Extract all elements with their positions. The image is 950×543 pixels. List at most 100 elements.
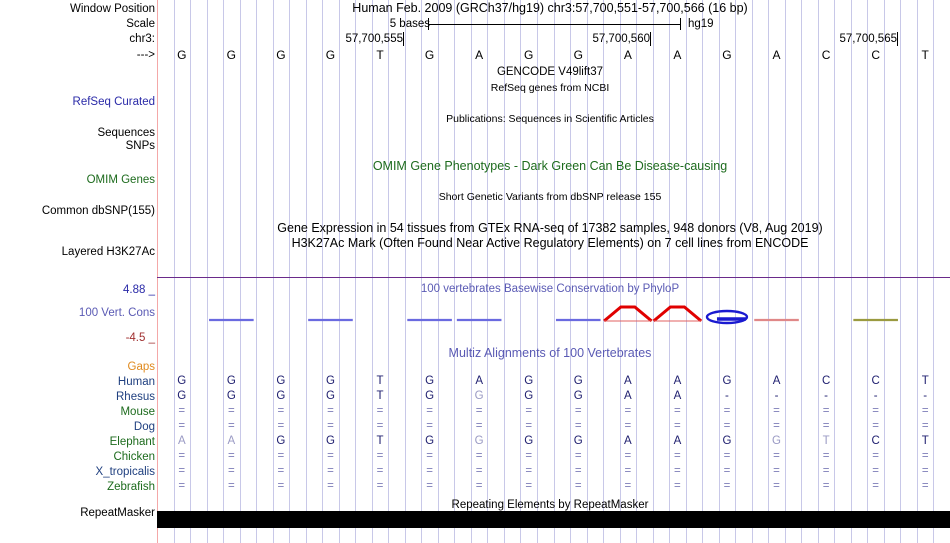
alignment-gap-cell: = [574, 480, 582, 492]
alignment-base: G [325, 375, 335, 387]
alignment-base: G [425, 390, 435, 402]
alignment-gap-cell: = [227, 465, 235, 477]
alignment-base: C [871, 375, 880, 387]
species-label-x_tropicalis[interactable]: X_tropicalis [95, 466, 155, 478]
alignment-gap-cell: = [574, 420, 582, 432]
species-label-elephant[interactable]: Elephant [109, 436, 155, 448]
alignment-gap-cell: = [624, 480, 632, 492]
species-label-zebrafish[interactable]: Zebrafish [107, 481, 155, 493]
alignment-gap-cell: = [674, 480, 681, 492]
sequence-base: T [921, 48, 929, 62]
label-100-vert-cons[interactable]: 100 Vert. Cons [78, 307, 155, 319]
alignment-base: T [376, 390, 384, 402]
alignment-base: A [772, 375, 781, 387]
alignment-gap-cell: = [277, 480, 285, 492]
alignment-base: A [475, 375, 483, 387]
ruler-coordinate: 57,700,565 [839, 33, 897, 45]
alignment-gap-cell: = [178, 480, 186, 492]
alignment-gap-cell: = [773, 405, 780, 417]
repeatmasker-bar[interactable] [157, 511, 950, 528]
scale-bar-label: 5 bases [389, 18, 430, 30]
label-repeatmasker[interactable]: RepeatMasker [80, 507, 155, 519]
alignment-base: G [772, 435, 781, 447]
alignment-gap-cell: = [525, 405, 533, 417]
alignment-gap-cell: = [376, 420, 384, 432]
alignment-base: G [722, 375, 732, 387]
scale-bar-line [428, 24, 681, 25]
sequence-base: A [772, 48, 781, 62]
alignment-gap-cell: = [525, 465, 533, 477]
alignment-base: T [376, 435, 384, 447]
species-label-mouse[interactable]: Mouse [120, 406, 155, 418]
alignment-gap-cell: = [525, 420, 533, 432]
track-title-publications: Publications: Sequences in Scientific Ar… [446, 113, 654, 125]
alignment-gap-cell: = [475, 420, 483, 432]
sequence-base: G [524, 48, 534, 62]
alignment-gap-cell: = [872, 465, 880, 477]
alignment-base: G [425, 375, 435, 387]
alignment-gap-cell: = [773, 480, 780, 492]
species-label-rhesus[interactable]: Rhesus [116, 391, 155, 403]
alignment-gap-cell: = [872, 480, 880, 492]
species-label-dog[interactable]: Dog [133, 421, 155, 433]
alignment-gap-cell: = [376, 405, 384, 417]
species-label-human[interactable]: Human [117, 376, 155, 388]
alignment-gap-cell: = [723, 420, 731, 432]
alignment-base: G [524, 375, 534, 387]
alignment-base: A [227, 435, 236, 447]
alignment-gap-cell: = [178, 420, 186, 432]
alignment-gap-cell: = [822, 465, 830, 477]
alignment-base: C [821, 375, 831, 387]
alignment-base: T [822, 435, 830, 447]
alignment-gap-cell: = [624, 450, 632, 462]
alignment-gap-cell: = [277, 420, 285, 432]
alignment-base: A [624, 435, 632, 447]
window-position-title: Human Feb. 2009 (GRCh37/hg19) chr3:57,70… [352, 1, 748, 15]
alignment-gap-cell: = [822, 420, 830, 432]
alignment-gap-cell: = [872, 450, 880, 462]
conservation-divider [157, 277, 950, 278]
label-snps[interactable]: SNPs [125, 140, 155, 152]
ruler-coordinate: 57,700,555 [345, 33, 403, 45]
alignment-base: - [725, 390, 729, 402]
label-layered-h3k27ac[interactable]: Layered H3K27Ac [61, 246, 155, 258]
sequence-base: G [226, 48, 237, 62]
label-refseq-curated[interactable]: RefSeq Curated [72, 96, 155, 108]
alignment-base: G [474, 435, 484, 447]
label-sequences[interactable]: Sequences [97, 127, 155, 139]
alignment-gap-cell: = [822, 450, 830, 462]
alignment-base: G [226, 375, 236, 387]
alignment-gap-cell: = [525, 450, 533, 462]
alignment-base: G [573, 375, 583, 387]
alignment-gap-cell: = [376, 450, 384, 462]
label-omim-genes[interactable]: OMIM Genes [86, 174, 155, 186]
conservation-ellipse [705, 309, 749, 325]
alignment-base: A [624, 375, 632, 387]
alignment-gap-cell: = [723, 405, 731, 417]
alignment-gap-cell: = [426, 465, 433, 477]
alignment-gap-cell: = [475, 480, 483, 492]
conservation-peak [603, 305, 653, 323]
label-gaps: Gaps [127, 361, 156, 373]
sequence-base: C [821, 48, 831, 62]
alignment-gap-cell: = [574, 450, 582, 462]
alignment-gap-cell: = [426, 405, 433, 417]
label-chrom: chr3: [129, 33, 155, 45]
track-title-h3k27ac: H3K27Ac Mark (Often Found Near Active Re… [291, 236, 809, 250]
alignment-gap-cell: = [723, 480, 731, 492]
species-label-chicken[interactable]: Chicken [113, 451, 155, 463]
ruler-coordinate: 57,700,560 [592, 33, 650, 45]
alignment-gap-cell: = [475, 465, 483, 477]
scale-bar-tick-right [680, 18, 681, 30]
label-window-position: Window Position [69, 3, 155, 15]
sequence-base: G [722, 48, 732, 62]
label-strand: ---> [136, 49, 155, 61]
alignment-gap-cell: = [921, 405, 929, 417]
alignment-gap-cell: = [723, 465, 731, 477]
label-common-dbsnp[interactable]: Common dbSNP(155) [41, 205, 155, 217]
alignment-base: G [276, 375, 286, 387]
sequence-base: G [573, 48, 583, 62]
alignment-gap-cell: = [921, 480, 929, 492]
